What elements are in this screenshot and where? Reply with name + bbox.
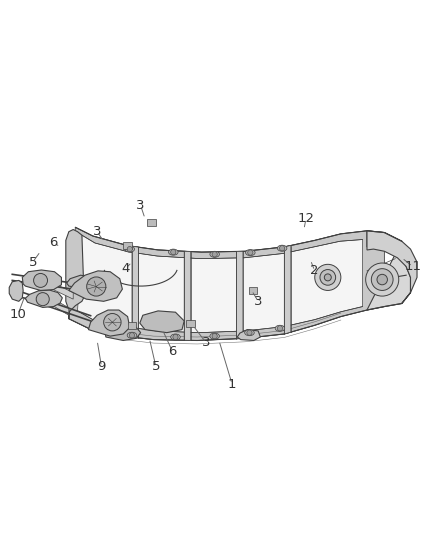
Polygon shape bbox=[237, 329, 260, 341]
Circle shape bbox=[87, 277, 106, 296]
Text: 2: 2 bbox=[311, 264, 319, 277]
Polygon shape bbox=[127, 322, 136, 329]
Text: 12: 12 bbox=[297, 212, 314, 225]
Polygon shape bbox=[284, 246, 291, 334]
Circle shape bbox=[36, 293, 49, 305]
Text: 4: 4 bbox=[121, 262, 130, 275]
Ellipse shape bbox=[210, 251, 219, 257]
Circle shape bbox=[247, 330, 252, 335]
Circle shape bbox=[320, 270, 336, 285]
Circle shape bbox=[324, 274, 331, 281]
Text: 3: 3 bbox=[93, 225, 101, 238]
Polygon shape bbox=[66, 230, 84, 319]
Text: 5: 5 bbox=[152, 360, 160, 373]
Text: 1: 1 bbox=[228, 377, 237, 391]
Polygon shape bbox=[75, 228, 402, 259]
Text: 3: 3 bbox=[136, 199, 145, 212]
Circle shape bbox=[173, 334, 178, 340]
Polygon shape bbox=[39, 290, 69, 315]
Circle shape bbox=[129, 333, 134, 338]
Polygon shape bbox=[34, 274, 73, 299]
Ellipse shape bbox=[277, 245, 287, 251]
Text: 9: 9 bbox=[97, 360, 106, 373]
Text: 10: 10 bbox=[10, 308, 26, 321]
Polygon shape bbox=[123, 242, 132, 249]
Text: 3: 3 bbox=[254, 295, 262, 308]
Circle shape bbox=[171, 249, 176, 255]
Polygon shape bbox=[9, 280, 23, 301]
Polygon shape bbox=[367, 231, 417, 303]
Polygon shape bbox=[78, 235, 363, 333]
Text: 6: 6 bbox=[168, 345, 177, 358]
Text: 3: 3 bbox=[201, 336, 210, 349]
Circle shape bbox=[279, 246, 285, 251]
Circle shape bbox=[104, 313, 121, 331]
Circle shape bbox=[371, 269, 393, 290]
Polygon shape bbox=[69, 271, 122, 301]
Circle shape bbox=[127, 246, 132, 252]
Ellipse shape bbox=[275, 325, 285, 332]
Polygon shape bbox=[186, 320, 195, 327]
Ellipse shape bbox=[171, 334, 180, 340]
Ellipse shape bbox=[127, 332, 137, 338]
Circle shape bbox=[212, 252, 217, 257]
Circle shape bbox=[366, 263, 399, 296]
Polygon shape bbox=[25, 290, 62, 308]
Polygon shape bbox=[237, 252, 243, 338]
Polygon shape bbox=[69, 228, 385, 341]
Polygon shape bbox=[69, 303, 402, 341]
Circle shape bbox=[377, 274, 388, 285]
Text: 11: 11 bbox=[404, 260, 421, 273]
Circle shape bbox=[212, 334, 217, 339]
Text: 5: 5 bbox=[28, 256, 37, 269]
Ellipse shape bbox=[169, 249, 178, 255]
Circle shape bbox=[315, 264, 341, 290]
Polygon shape bbox=[22, 270, 61, 290]
Polygon shape bbox=[88, 310, 130, 336]
Polygon shape bbox=[249, 287, 257, 294]
Polygon shape bbox=[105, 325, 141, 341]
Polygon shape bbox=[67, 275, 97, 289]
Polygon shape bbox=[184, 251, 191, 341]
Polygon shape bbox=[140, 311, 184, 333]
Circle shape bbox=[34, 273, 47, 287]
Ellipse shape bbox=[245, 329, 254, 336]
Ellipse shape bbox=[125, 246, 134, 252]
Polygon shape bbox=[147, 220, 156, 227]
Polygon shape bbox=[367, 231, 410, 310]
Circle shape bbox=[248, 250, 253, 255]
Circle shape bbox=[277, 326, 283, 331]
Text: 6: 6 bbox=[49, 236, 58, 249]
Ellipse shape bbox=[210, 333, 219, 339]
Ellipse shape bbox=[246, 249, 255, 256]
Polygon shape bbox=[132, 246, 138, 338]
